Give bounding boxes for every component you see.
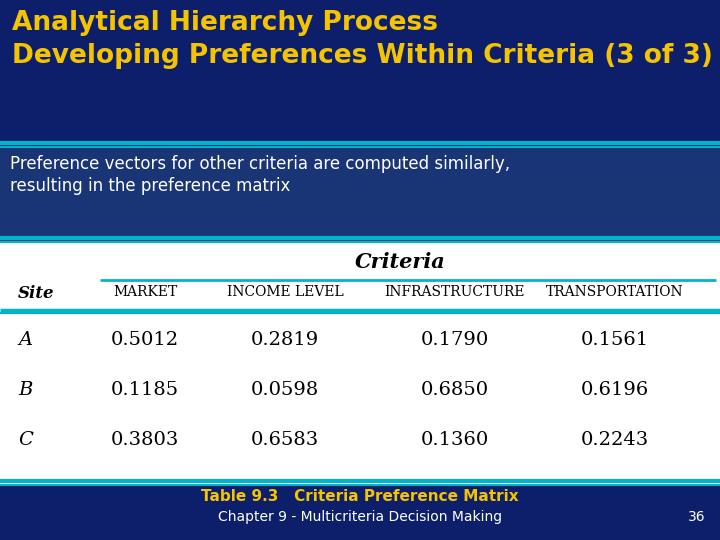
Text: resulting in the preference matrix: resulting in the preference matrix [10, 177, 290, 195]
Text: 0.1790: 0.1790 [421, 331, 489, 349]
Text: INFRASTRUCTURE: INFRASTRUCTURE [384, 285, 526, 299]
Text: 0.3803: 0.3803 [111, 431, 179, 449]
Text: TRANSPORTATION: TRANSPORTATION [546, 285, 684, 299]
Text: 0.6850: 0.6850 [421, 381, 489, 399]
Text: INCOME LEVEL: INCOME LEVEL [227, 285, 343, 299]
Bar [0, 147, 720, 242]
Text: 0.2819: 0.2819 [251, 331, 319, 349]
Text: Chapter 9 - Multicriteria Decision Making: Chapter 9 - Multicriteria Decision Makin… [218, 510, 502, 524]
Text: Developing Preferences Within Criteria (3 of 3): Developing Preferences Within Criteria (… [12, 43, 713, 69]
Text: 0.1561: 0.1561 [581, 331, 649, 349]
Text: B: B [18, 381, 32, 399]
Text: Preference vectors for other criteria are computed similarly,: Preference vectors for other criteria ar… [10, 155, 510, 173]
Text: 36: 36 [688, 510, 706, 524]
Text: 0.1360: 0.1360 [421, 431, 489, 449]
Text: 0.1185: 0.1185 [111, 381, 179, 399]
Bar [0, 242, 720, 485]
Text: Site: Site [18, 285, 55, 302]
Text: A: A [18, 331, 32, 349]
Text: C: C [18, 431, 33, 449]
Bar [0, 485, 720, 540]
Text: MARKET: MARKET [113, 285, 177, 299]
Text: Table 9.3   Criteria Preference Matrix: Table 9.3 Criteria Preference Matrix [201, 489, 519, 504]
Text: 0.5012: 0.5012 [111, 331, 179, 349]
Text: 0.2243: 0.2243 [581, 431, 649, 449]
Text: 0.6583: 0.6583 [251, 431, 319, 449]
Text: 0.6196: 0.6196 [581, 381, 649, 399]
Text: 0.0598: 0.0598 [251, 381, 319, 399]
Bar [0, 0, 720, 147]
Text: Analytical Hierarchy Process: Analytical Hierarchy Process [12, 10, 438, 36]
Text: Criteria: Criteria [355, 252, 446, 272]
